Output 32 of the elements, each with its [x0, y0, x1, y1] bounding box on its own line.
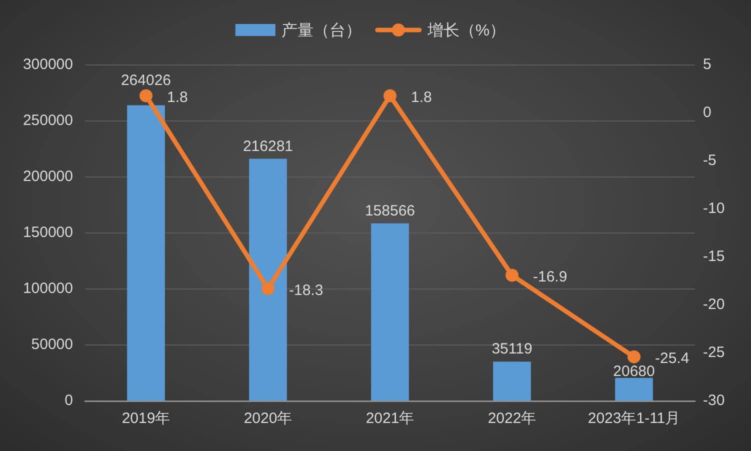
y-tick-label: 100000 — [22, 280, 73, 298]
data-label: 20680 — [613, 362, 655, 380]
data-label: -25.4 — [655, 350, 690, 367]
y2-tick-label: -25 — [703, 344, 725, 362]
data-label: 1.8 — [411, 88, 432, 106]
x-tick-label: 2022年 — [488, 410, 536, 428]
y-tick-label: 200000 — [22, 168, 73, 186]
data-label: 35119 — [492, 340, 532, 358]
y-tick-label: 300000 — [22, 56, 73, 74]
data-label: -18.3 — [289, 282, 324, 299]
y2-tick-label: -20 — [703, 296, 725, 314]
y-tick-label: 250000 — [22, 112, 73, 130]
y-tick-label: 50000 — [31, 336, 73, 354]
x-tick-label: 2023年1-11月 — [588, 410, 680, 428]
y2-tick-label: 5 — [703, 56, 712, 74]
data-label: -16.9 — [533, 268, 568, 286]
x-tick-label: 2021年 — [366, 410, 414, 428]
y-tick-label: 0 — [64, 392, 73, 410]
y2-tick-label: -15 — [703, 248, 725, 266]
data-label: 158566 — [364, 202, 416, 220]
y-tick-label: 150000 — [22, 224, 73, 242]
data-label: 1.8 — [167, 88, 188, 106]
data-label: 264026 — [120, 72, 172, 90]
legend-label: 产量（台） — [281, 21, 362, 40]
legend-label: 增长（%） — [426, 21, 506, 40]
y2-tick-label: 0 — [703, 104, 712, 122]
x-tick-label: 2020年 — [244, 410, 292, 428]
x-tick-label: 2019年 — [122, 410, 170, 428]
data-label: 216281 — [242, 138, 294, 155]
y2-tick-label: -30 — [703, 392, 725, 410]
y2-tick-label: -10 — [703, 200, 725, 218]
y2-tick-label: -5 — [703, 152, 716, 170]
